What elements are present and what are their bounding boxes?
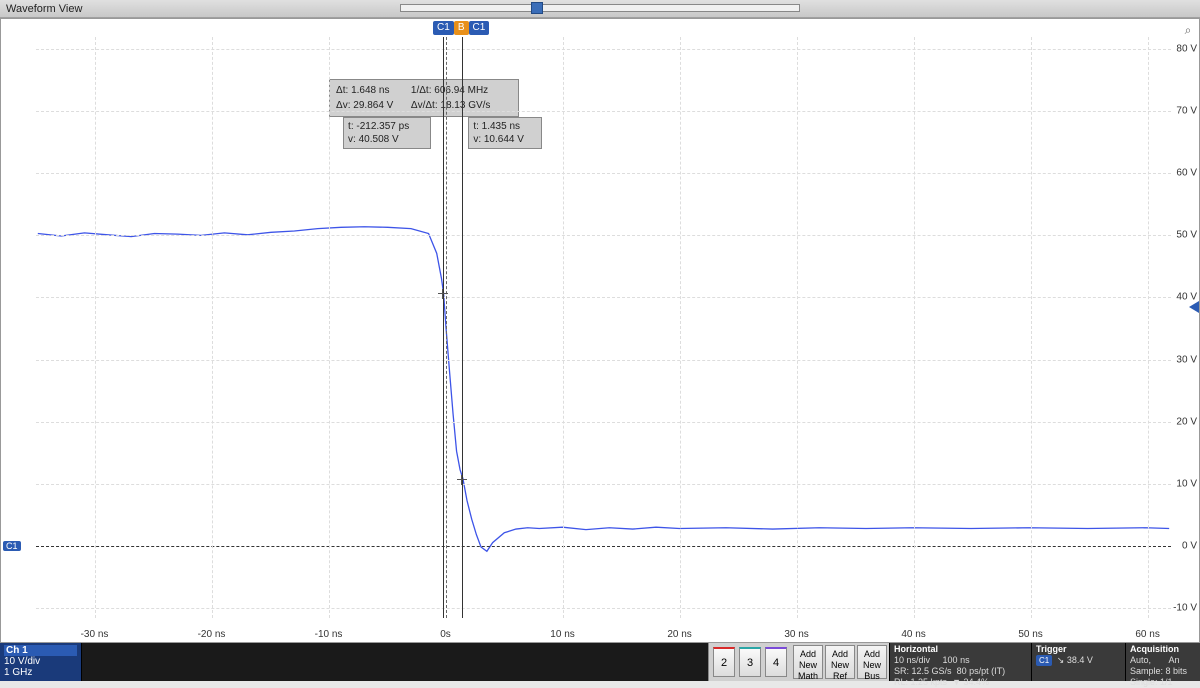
channel-scale: 10 V/div xyxy=(4,656,77,667)
add-button-group: AddNewMathAddNewRefAddNewBus xyxy=(791,643,889,681)
channel-button-4[interactable]: 4 xyxy=(765,647,787,677)
channel-info-panel[interactable]: Ch 1 10 V/div 1 GHz xyxy=(0,643,82,681)
cursor-marker-a[interactable] xyxy=(438,289,448,299)
y-tick-label: 30 V xyxy=(1176,354,1197,365)
cursor-line-a[interactable] xyxy=(443,37,444,618)
bottom-bar: Ch 1 10 V/div 1 GHz 234 AddNewMathAddNew… xyxy=(0,643,1200,681)
overview-handle[interactable] xyxy=(531,2,543,14)
y-tick-label: -10 V xyxy=(1173,602,1197,613)
x-tick-label: 30 ns xyxy=(784,629,808,640)
add-bus-button[interactable]: AddNewBus xyxy=(857,645,887,679)
channel-badge[interactable]: C1 xyxy=(3,541,21,551)
y-tick-label: 20 V xyxy=(1176,416,1197,427)
cursor-b-box[interactable]: t: 1.435 ns v: 10.644 V xyxy=(468,117,542,149)
y-tick-label: 70 V xyxy=(1176,106,1197,117)
channel-buttons: 234 xyxy=(708,643,791,681)
trigger-level-arrow[interactable] xyxy=(1189,301,1199,313)
x-tick-label: 50 ns xyxy=(1018,629,1042,640)
channel-bw: 1 GHz xyxy=(4,667,77,678)
add-math-button[interactable]: AddNewMath xyxy=(793,645,823,679)
cursor-tag-group: C1 B C1 xyxy=(433,21,489,35)
y-tick-label: 60 V xyxy=(1176,168,1197,179)
overview-scrollbar[interactable] xyxy=(400,4,800,12)
x-tick-label: -20 ns xyxy=(198,629,226,640)
bottom-spacer xyxy=(82,643,708,681)
y-tick-label: 10 V xyxy=(1176,478,1197,489)
cursor-a-box[interactable]: t: -212.357 ps v: 40.508 V xyxy=(343,117,431,149)
channel-name: Ch 1 xyxy=(4,645,77,656)
acquisition-panel[interactable]: Acquisition Auto, An Sample: 8 bits Sing… xyxy=(1125,643,1200,681)
x-tick-label: -30 ns xyxy=(81,629,109,640)
cursor-tag-c1-a[interactable]: C1 xyxy=(433,21,454,35)
cursor-line-b[interactable] xyxy=(462,37,463,618)
y-tick-label: 80 V xyxy=(1176,44,1197,55)
horizontal-panel[interactable]: Horizontal 10 ns/div 100 ns SR: 12.5 GS/… xyxy=(889,643,1031,681)
y-tick-label: 40 V xyxy=(1176,292,1197,303)
cursor-tag-b[interactable]: B xyxy=(454,21,469,35)
title-bar: Waveform View xyxy=(0,0,1200,18)
y-tick-label: 0 V xyxy=(1182,540,1197,551)
y-tick-label: 50 V xyxy=(1176,230,1197,241)
cursor-tag-c1-b[interactable]: C1 xyxy=(469,21,490,35)
cursor-marker-b[interactable] xyxy=(457,475,467,485)
x-tick-label: 10 ns xyxy=(550,629,574,640)
channel-button-3[interactable]: 3 xyxy=(739,647,761,677)
x-tick-label: 20 ns xyxy=(667,629,691,640)
waveform-svg xyxy=(1,19,1199,642)
trigger-panel[interactable]: Trigger C1 ↘ 38.4 V xyxy=(1031,643,1125,681)
x-tick-label: -10 ns xyxy=(315,629,343,640)
x-tick-label: 60 ns xyxy=(1135,629,1159,640)
x-tick-label: 40 ns xyxy=(901,629,925,640)
add-ref-button[interactable]: AddNewRef xyxy=(825,645,855,679)
zoom-icon[interactable]: ⌕ xyxy=(1181,23,1195,37)
waveform-plot[interactable]: ⌕ C1 B C1 Δt: 1.648 ns 1/Δt: 606.94 MHz … xyxy=(0,18,1200,643)
window-title: Waveform View xyxy=(6,3,82,15)
channel-button-2[interactable]: 2 xyxy=(713,647,735,677)
x-tick-label: 0s xyxy=(440,629,451,640)
